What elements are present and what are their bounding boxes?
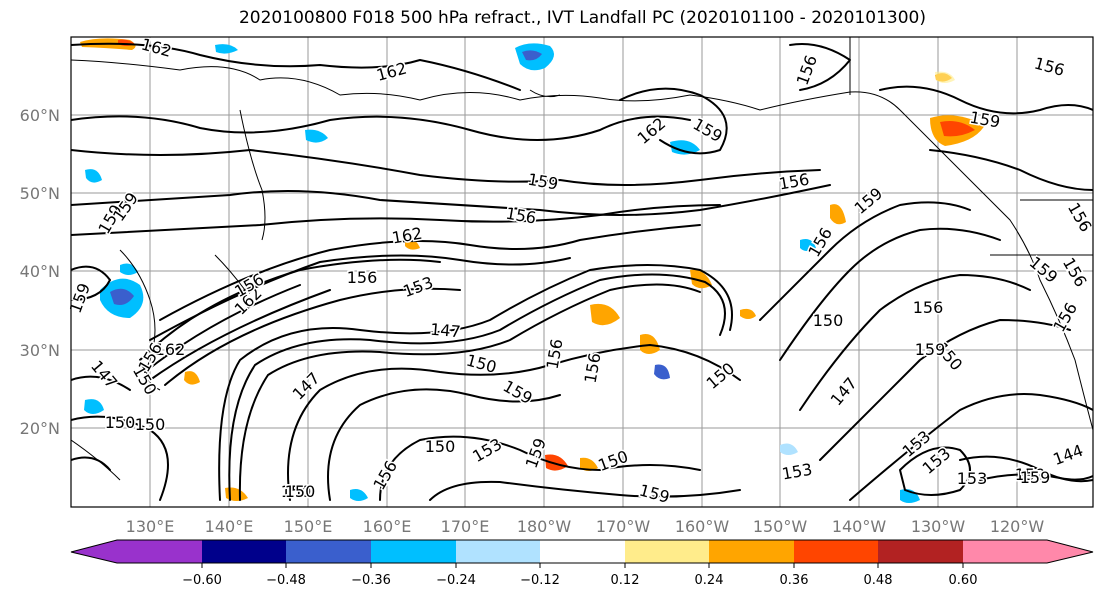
lat-label: 50°N bbox=[20, 184, 60, 203]
colorbar-tick-label: 0.12 bbox=[611, 573, 640, 588]
colorbar-tick-label: −0.36 bbox=[351, 573, 391, 588]
colorbar-tick-label: 0.60 bbox=[949, 573, 978, 588]
colorbar-extend-high bbox=[1047, 540, 1093, 563]
contour-label: 150 bbox=[813, 311, 844, 330]
contour-label: 153 bbox=[957, 469, 988, 488]
colorbar-labels: −0.60 −0.48 −0.36 −0.24 −0.12 0.12 0.24 … bbox=[182, 573, 977, 588]
contour-label: 150 bbox=[1015, 465, 1046, 484]
colorbar-segment bbox=[878, 540, 963, 563]
longitude-labels: 130°E 140°E 150°E 160°E 170°E 180°W 170°… bbox=[126, 517, 1045, 536]
contours bbox=[71, 42, 1093, 501]
lat-label: 30°N bbox=[20, 341, 60, 360]
contour-label: 162 bbox=[155, 340, 186, 359]
colorbar-tick-label: 0.36 bbox=[780, 573, 809, 588]
lon-label: 130°E bbox=[126, 517, 175, 536]
map-panel bbox=[71, 37, 1093, 507]
colorbar-segment bbox=[202, 540, 286, 563]
colorbar-tick-label: 0.24 bbox=[695, 573, 724, 588]
lon-label: 170°W bbox=[596, 517, 651, 536]
contour-label: 150 bbox=[135, 415, 166, 434]
lon-label: 180°W bbox=[517, 517, 572, 536]
lon-label: 120°W bbox=[990, 517, 1045, 536]
colorbar-segment bbox=[963, 540, 1047, 563]
colorbar-ticks bbox=[201, 563, 964, 568]
colorbar-tick-label: −0.60 bbox=[182, 573, 222, 588]
colorbar: −0.60 −0.48 −0.36 −0.24 −0.12 0.12 0.24 … bbox=[70, 539, 1094, 588]
contour-label: 150 bbox=[281, 482, 312, 501]
lon-label: 160°W bbox=[675, 517, 730, 536]
contour-label: 156 bbox=[347, 268, 378, 287]
contour-label: 150 bbox=[105, 413, 136, 432]
gridlines bbox=[71, 37, 1093, 507]
latitude-labels: 60°N 50°N 40°N 30°N 20°N bbox=[20, 106, 60, 438]
lon-label: 130°W bbox=[911, 517, 966, 536]
colorbar-extend-low bbox=[71, 540, 117, 563]
contour-label: 156 bbox=[913, 298, 944, 317]
colorbar-segment bbox=[540, 540, 625, 563]
colorbar-segment bbox=[794, 540, 878, 563]
colorbar-segment bbox=[456, 540, 540, 563]
colorbar-segment bbox=[371, 540, 456, 563]
colorbar-segment bbox=[286, 540, 371, 563]
colorbar-outline bbox=[70, 539, 1094, 564]
contour-label: 150 bbox=[285, 482, 316, 501]
colorbar-tick-label: −0.48 bbox=[266, 573, 306, 588]
colorbar-tick-label: −0.12 bbox=[520, 573, 560, 588]
colorbar-segment bbox=[709, 540, 794, 563]
lon-label: 160°E bbox=[363, 517, 412, 536]
lat-label: 20°N bbox=[20, 419, 60, 438]
colorbar-segments bbox=[71, 540, 1093, 563]
lon-label: 150°W bbox=[753, 517, 808, 536]
colorbar-tick-label: 0.48 bbox=[864, 573, 893, 588]
contour-label: 159 bbox=[915, 340, 946, 359]
lon-label: 140°W bbox=[832, 517, 887, 536]
colorbar-segment bbox=[117, 540, 202, 563]
colorbar-tick-label: −0.24 bbox=[436, 573, 476, 588]
lon-label: 150°E bbox=[284, 517, 333, 536]
map-title: 2020100800 F018 500 hPa refract., IVT La… bbox=[238, 8, 926, 28]
lat-label: 60°N bbox=[20, 106, 60, 125]
lat-label: 40°N bbox=[20, 262, 60, 281]
map-border bbox=[70, 36, 1094, 508]
contour-label: 147 bbox=[429, 320, 461, 342]
lon-label: 140°E bbox=[205, 517, 254, 536]
lon-label: 170°E bbox=[441, 517, 490, 536]
colorbar-segment bbox=[625, 540, 709, 563]
contour-label: 150 bbox=[425, 437, 456, 456]
contour-label: 159 bbox=[1020, 468, 1051, 487]
